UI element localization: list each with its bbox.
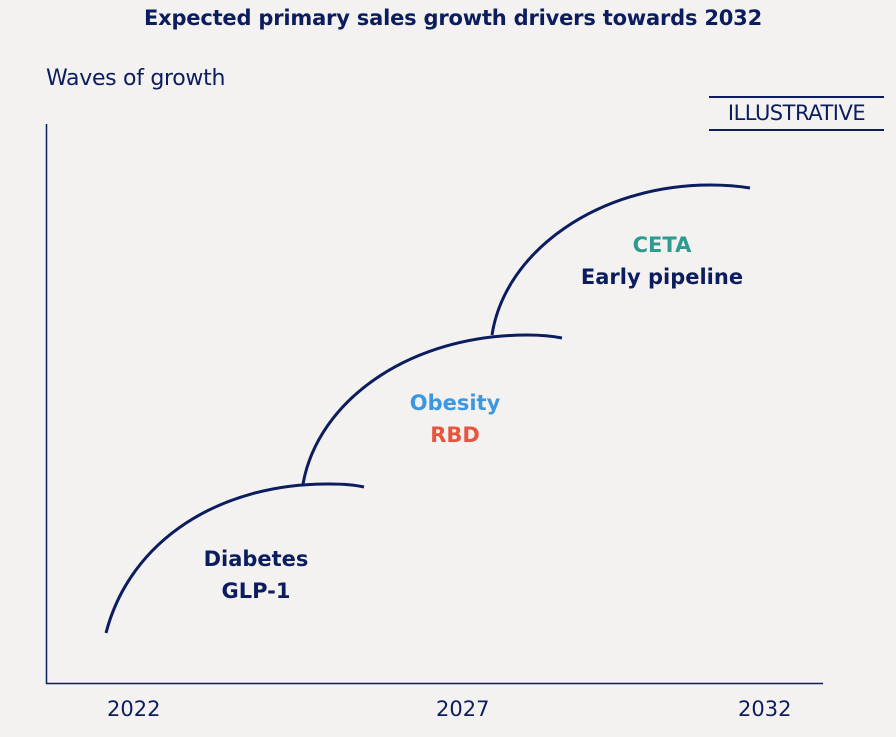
wave-label-line: CETA <box>632 233 692 257</box>
wave-label-line: GLP-1 <box>221 579 291 603</box>
illustrative-badge: ILLUSTRATIVE <box>709 96 884 131</box>
wave-curve-1 <box>104 482 365 634</box>
wave-label-line: Obesity <box>409 391 501 415</box>
wave-label-line: Diabetes <box>203 547 309 571</box>
wave-label-line: Early pipeline <box>580 265 744 289</box>
x-tick-2032: 2032 <box>738 697 792 721</box>
diagram-subtitle: Waves of growth <box>46 66 226 91</box>
wave-curve-3 <box>490 183 751 336</box>
x-tick-2022: 2022 <box>107 697 161 721</box>
x-tick-2027: 2027 <box>436 697 490 721</box>
wave-label-diabetes: Diabetes GLP-1 <box>156 543 356 607</box>
page-title: Expected primary sales growth drivers to… <box>143 6 763 30</box>
wave-label-line: RBD <box>430 423 480 447</box>
wave-label-obesity: Obesity RBD <box>355 387 555 451</box>
wave-curve-2 <box>301 333 563 485</box>
wave-label-ceta: CETA Early pipeline <box>542 229 782 293</box>
